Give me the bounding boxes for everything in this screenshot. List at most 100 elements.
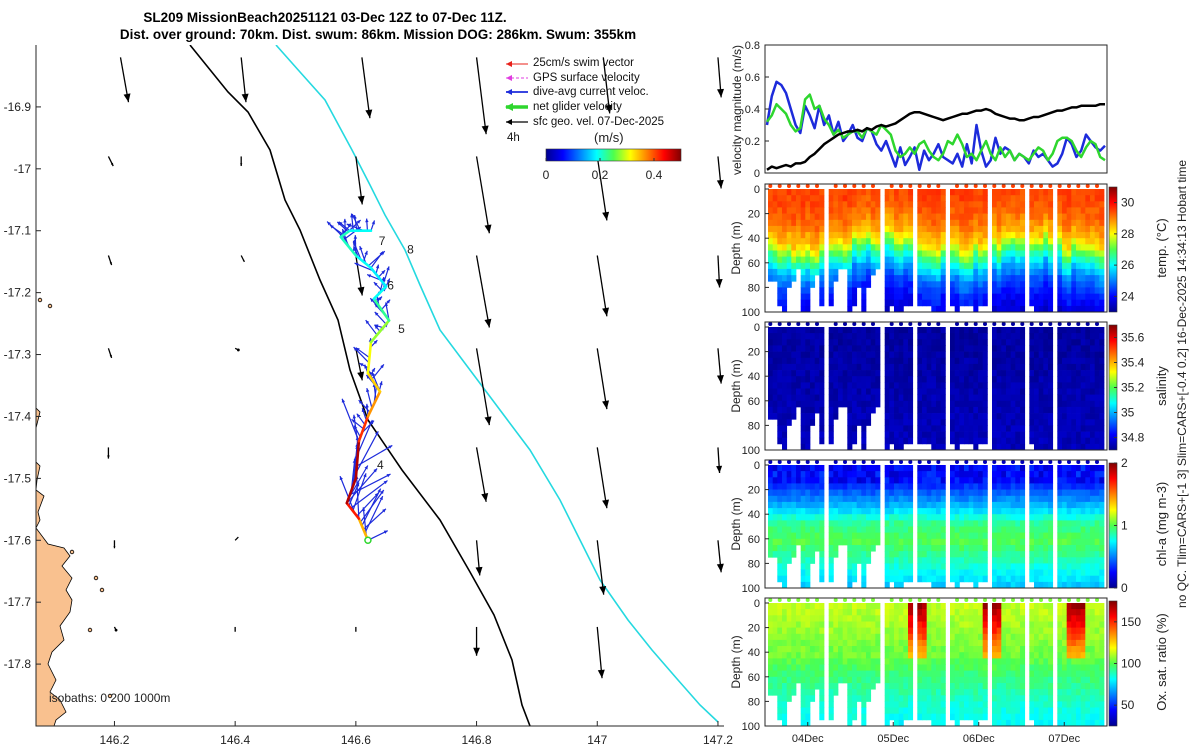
section-cell	[1043, 363, 1049, 371]
section-cell	[950, 508, 956, 515]
section-cell	[917, 219, 923, 227]
section-cell	[954, 305, 960, 313]
section-cell	[1076, 363, 1082, 371]
section-cell	[884, 238, 890, 245]
section-cell	[1099, 268, 1105, 276]
section-cell	[959, 238, 965, 245]
section-cell	[1006, 351, 1012, 359]
section-cell	[894, 526, 900, 534]
section-cell	[800, 394, 806, 402]
section-cell	[884, 413, 890, 420]
section-cell	[940, 293, 946, 301]
section-cell	[889, 219, 895, 227]
section-cell	[940, 370, 946, 377]
surface-dot	[861, 322, 866, 326]
section-cell	[936, 244, 942, 251]
section-cell	[1029, 557, 1035, 564]
section-cell	[819, 262, 825, 270]
section-cell	[992, 287, 998, 294]
section-cell	[898, 658, 904, 665]
section-cell	[1090, 563, 1096, 570]
section-cell	[959, 345, 965, 352]
section-cell	[996, 569, 1002, 577]
section-cell	[922, 419, 928, 426]
section-cell	[917, 545, 923, 552]
section-cell	[833, 201, 839, 208]
section-cell	[1034, 489, 1040, 497]
section-cell	[931, 713, 937, 721]
section-cell	[847, 225, 853, 233]
section-cell	[847, 232, 853, 239]
section-cell	[978, 627, 984, 635]
surface-dot	[1048, 460, 1053, 464]
section-cell	[786, 538, 792, 546]
section-cell	[1015, 658, 1021, 665]
section-cell	[1038, 268, 1044, 276]
section-cell	[1001, 670, 1007, 678]
section-cell	[908, 351, 914, 359]
section-cell	[903, 707, 909, 715]
section-cell	[926, 244, 932, 251]
section-cell	[884, 719, 890, 727]
section-cell	[954, 195, 960, 202]
section-cell	[973, 713, 979, 721]
section-cell	[1071, 431, 1077, 439]
section-cell	[866, 538, 872, 546]
section-cell	[950, 621, 956, 629]
section-cell	[782, 406, 788, 414]
section-cell	[768, 370, 774, 377]
section-cell	[1085, 293, 1091, 301]
section-cell	[1015, 351, 1021, 359]
section-cell	[1057, 250, 1063, 258]
section-cell	[894, 652, 900, 659]
section-cell	[992, 189, 998, 196]
section-cell	[978, 683, 984, 690]
section-cell	[1090, 551, 1096, 558]
section-cell	[1006, 406, 1012, 414]
section-cell	[996, 501, 1002, 509]
section-cell	[1020, 639, 1026, 647]
section-cell	[996, 345, 1002, 352]
section-cell	[982, 532, 988, 540]
section-cell	[973, 526, 979, 534]
section-cell	[931, 431, 937, 439]
section-cell	[1015, 232, 1021, 239]
section-cell	[884, 195, 890, 202]
section-cell	[964, 327, 970, 334]
section-cell	[1020, 225, 1026, 233]
section-cell	[1085, 327, 1091, 334]
section-cell	[842, 483, 848, 490]
section-cell	[926, 695, 932, 702]
section-cell	[903, 275, 909, 282]
section-cell	[866, 603, 872, 610]
section-cell	[866, 256, 872, 264]
section-cell	[1020, 219, 1026, 227]
section-cell	[833, 225, 839, 233]
section-cell	[800, 201, 806, 208]
section-cell	[903, 232, 909, 239]
section-cell	[810, 538, 816, 546]
section-cell	[1015, 207, 1021, 214]
section-cell	[964, 545, 970, 552]
section-cell	[852, 683, 858, 690]
section-cell	[922, 213, 928, 221]
section-cell	[1001, 639, 1007, 647]
section-cell	[889, 615, 895, 622]
section-cell	[950, 489, 956, 497]
section-cell	[782, 189, 788, 196]
section-cell	[777, 575, 783, 583]
section-cell	[894, 299, 900, 307]
section-cell	[866, 501, 872, 509]
section-cell	[1066, 268, 1072, 276]
surface-dot	[833, 322, 838, 326]
section-cell	[796, 495, 802, 503]
section-cell	[1015, 195, 1021, 202]
section-cell	[768, 225, 774, 233]
section-cell	[875, 382, 881, 389]
section-cell	[1015, 281, 1021, 288]
section-cell	[782, 501, 788, 509]
section-cell	[954, 189, 960, 196]
section-cell	[889, 268, 895, 276]
section-cell	[917, 207, 923, 214]
section-cell	[1080, 339, 1086, 346]
